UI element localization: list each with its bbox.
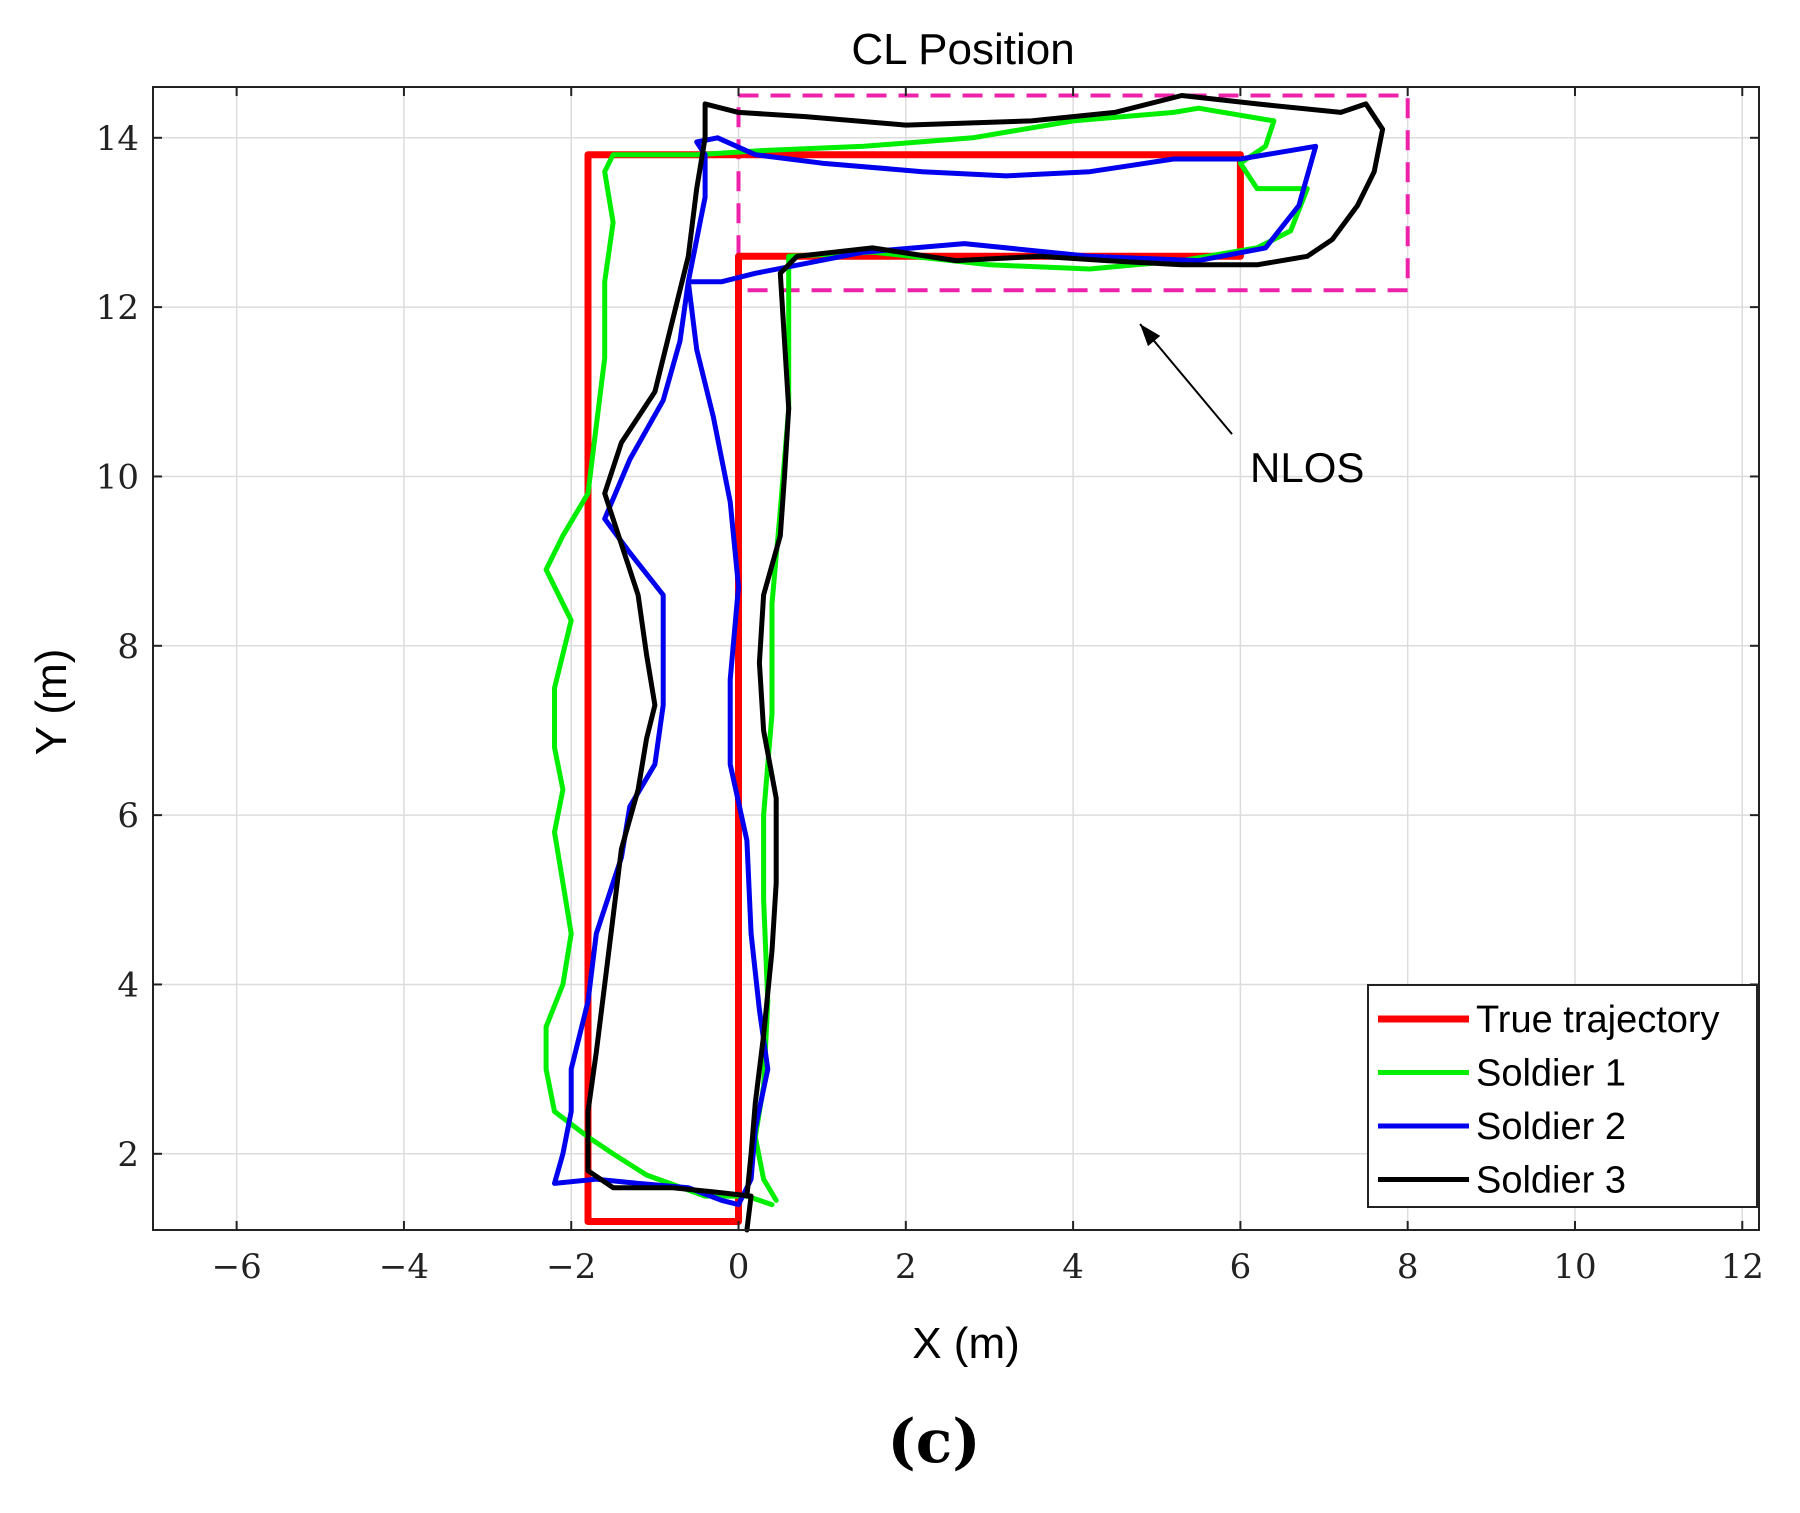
nlos-arrow bbox=[1139, 323, 1233, 435]
figure-caption: (c) bbox=[887, 1407, 980, 1477]
x-tick-label: 8 bbox=[1397, 1247, 1419, 1287]
y-tick-label: 6 bbox=[117, 796, 139, 836]
y-tick-label: 14 bbox=[96, 119, 139, 159]
plot-area bbox=[152, 86, 1760, 1233]
nlos-arrow-head bbox=[1140, 324, 1161, 347]
legend-label: Soldier 3 bbox=[1476, 1160, 1626, 1202]
y-tick-label: 8 bbox=[117, 627, 139, 667]
x-tick-labels: −6 −4 −2 0 2 4 6 8 10 12 bbox=[212, 1247, 1764, 1287]
series-line-soldier-1 bbox=[543, 105, 1310, 1208]
legend-label: Soldier 1 bbox=[1476, 1053, 1626, 1095]
y-tick-label: 12 bbox=[96, 288, 139, 328]
x-tick-label: 0 bbox=[728, 1247, 750, 1287]
legend[interactable]: True trajectory Soldier 1 Soldier 2 Soldier… bbox=[1367, 984, 1758, 1208]
legend-label: True trajectory bbox=[1476, 999, 1720, 1041]
nlos-label: NLOS bbox=[1250, 444, 1364, 491]
x-tick-label: −6 bbox=[212, 1247, 262, 1287]
x-tick-label: 10 bbox=[1553, 1247, 1596, 1287]
nlos-annotation: NLOS bbox=[1139, 323, 1364, 491]
legend-label: Soldier 2 bbox=[1476, 1106, 1626, 1148]
series-lines bbox=[543, 93, 1386, 1233]
x-tick-label: 12 bbox=[1721, 1247, 1764, 1287]
x-tick-label: 4 bbox=[1062, 1247, 1084, 1287]
x-axis-label: X (m) bbox=[912, 1319, 1020, 1368]
plot-frame bbox=[152, 86, 1760, 1231]
y-tick-label: 2 bbox=[117, 1135, 139, 1175]
series-line-soldier-2 bbox=[552, 135, 1319, 1208]
y-tick-label: 4 bbox=[117, 965, 139, 1005]
y-tick-labels: 2 4 6 8 10 12 14 bbox=[96, 119, 139, 1175]
x-tick-label: −4 bbox=[379, 1247, 429, 1287]
chart-title: CL Position bbox=[851, 25, 1074, 74]
x-tick-label: 2 bbox=[895, 1247, 917, 1287]
series-line-soldier-3 bbox=[585, 93, 1386, 1233]
y-tick-label: 10 bbox=[96, 457, 139, 497]
x-tick-label: 6 bbox=[1230, 1247, 1252, 1287]
y-axis-label: Y (m) bbox=[27, 649, 76, 756]
x-tick-label: −2 bbox=[546, 1247, 596, 1287]
